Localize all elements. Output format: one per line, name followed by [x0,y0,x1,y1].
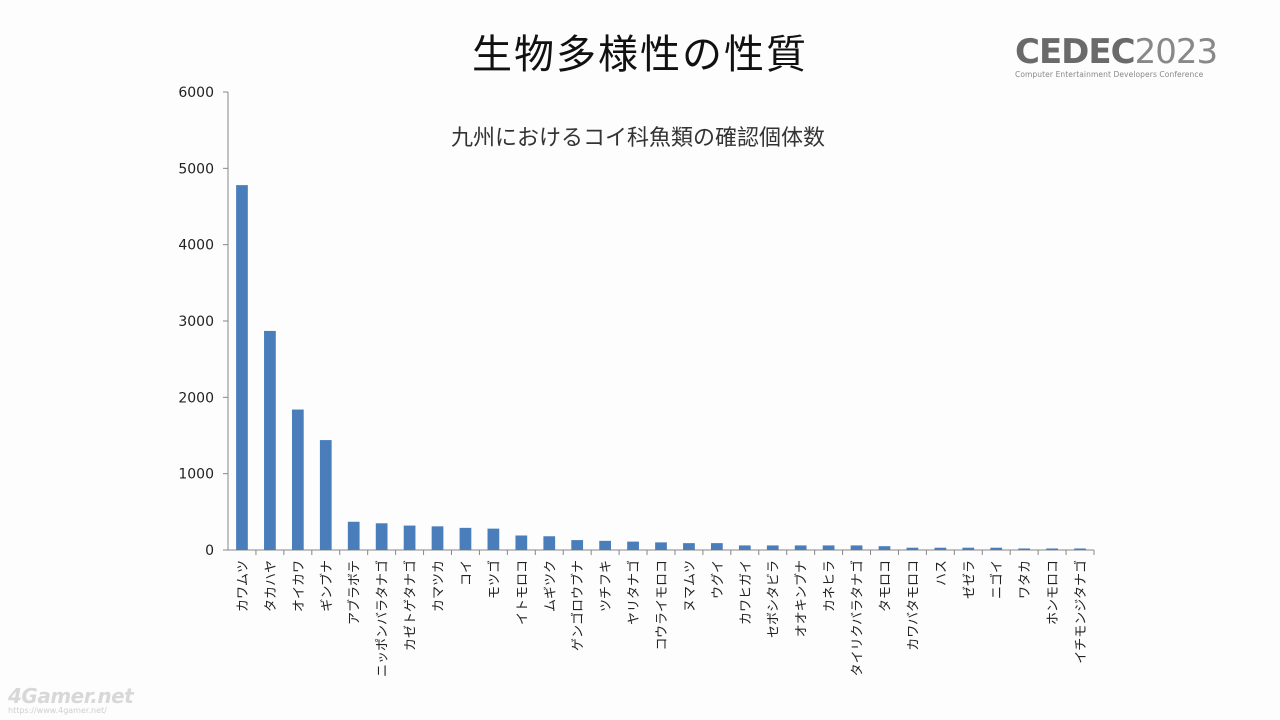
bar-29 [1018,548,1031,550]
bar-5 [347,521,360,550]
x-category-label: セボシタビラ [767,560,782,638]
bar-25 [906,547,919,550]
bar-8 [431,526,444,550]
x-category-label: ヌマムツ [683,560,698,612]
x-category-label: ハス [934,560,949,586]
x-category-label: ウグイ [711,560,726,599]
bar-18 [711,543,723,550]
watermark: 4Gamer.net https://www.4gamer.net/ [8,684,134,715]
x-category-label: ホンモロコ [1046,560,1061,625]
bar-15 [627,541,639,550]
bar-16 [655,542,667,550]
x-category-label: アブラボテ [347,560,363,625]
bar-23 [850,545,863,550]
x-category-label: カワバタモロコ [906,560,921,651]
x-category-label: ゼゼラ [962,560,977,599]
bar-9 [459,527,472,550]
bar-19 [738,545,751,550]
x-category-label: コイ [459,560,474,586]
logo-brand: CEDEC [1015,32,1136,72]
x-category-label: タイリクバラタナゴ [850,560,866,676]
bar-13 [571,540,584,550]
bar-12 [543,536,556,550]
y-tick-label: 3000 [178,314,214,330]
x-category-label: ニゴイ [989,560,1005,599]
x-category-label: ムギツク [543,560,558,612]
y-tick-label: 6000 [178,85,214,101]
bar-17 [683,543,695,550]
bar-14 [599,540,611,550]
bar-series [236,185,1086,551]
x-category-label: タモロコ [878,560,893,612]
x-category-label: カネヒラ [823,560,838,612]
x-category-label: カゼトゲタナゴ [403,560,419,651]
bar-30 [1046,548,1058,550]
bar-27 [962,547,975,550]
x-category-label: タカハヤ [264,560,279,612]
x-category-label: カマツカ [432,560,447,612]
x-category-label: コウライモロコ [655,560,670,650]
x-category-label: オイカワ [292,560,307,612]
y-tick-label: 5000 [178,161,214,177]
slide-title: 生物多様性の性質 [472,32,808,78]
bar-7 [403,525,416,550]
y-tick-label: 4000 [178,238,214,254]
cedec-logo: CEDEC2023 Computer Entertainment Develop… [1015,34,1220,84]
bar-26 [934,547,947,550]
x-category-label: モツゴ [486,560,502,599]
bar-4 [319,440,332,550]
x-category-label: ゲンゴロウブナ [570,560,586,651]
bar-3 [291,409,304,550]
bar-11 [515,535,528,550]
bar-20 [766,545,779,550]
bar-10 [487,528,500,550]
bar-1 [236,185,248,551]
x-category-label: カワヒガイ [739,560,754,625]
x-category-label: ニッポンバラタナゴ [375,560,391,677]
bar-6 [375,523,388,550]
chart-title: 九州におけるコイ科魚類の確認個体数 [451,126,825,151]
y-tick-label: 2000 [178,390,214,406]
x-category-label: ツチフキ [599,560,614,612]
logo-subtitle: Computer Entertainment Developers Confer… [1015,70,1204,79]
x-category-label: ギンブナ [319,560,335,612]
y-tick-label: 0 [205,543,214,559]
x-category-label: カワムツ [236,560,251,612]
bar-22 [822,545,835,550]
y-tick-label: 1000 [178,467,214,483]
x-category-label: イチモンジタナゴ [1073,560,1089,664]
watermark-logo: 4Gamer.net [8,684,134,708]
y-axis-ticks: 0 1000 2000 3000 4000 5000 6000 [178,85,228,559]
bar-24 [878,546,891,550]
x-axis-labels: カワムツ タカハヤ オイカワ ギンブナ アブラボテ ニッポンバラタナゴ カゼトゲタナゴ カマツ… [236,550,1095,677]
watermark-url: https://www.4gamer.net/ [8,706,107,715]
bar-28 [990,547,1003,550]
bar-21 [794,545,807,550]
bar-31 [1074,548,1086,550]
x-category-label: イトモロコ [515,560,530,625]
bar-2 [264,330,276,550]
x-category-label: ヤリタナゴ [626,560,642,625]
logo-year: 2023 [1134,32,1219,72]
x-category-label: ワタカ [1018,560,1033,599]
x-category-label: オオキンブナ [794,560,810,637]
